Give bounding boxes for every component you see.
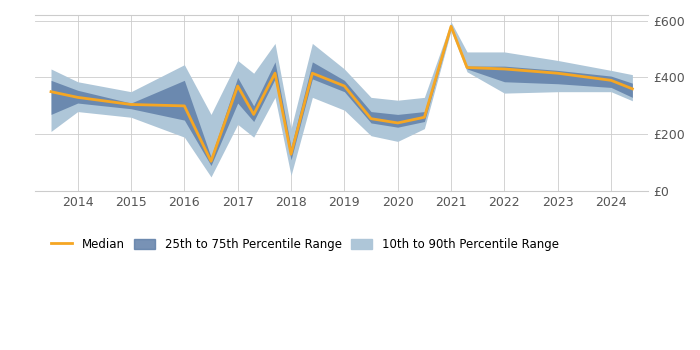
Legend: Median, 25th to 75th Percentile Range, 10th to 90th Percentile Range: Median, 25th to 75th Percentile Range, 1… — [46, 233, 564, 256]
